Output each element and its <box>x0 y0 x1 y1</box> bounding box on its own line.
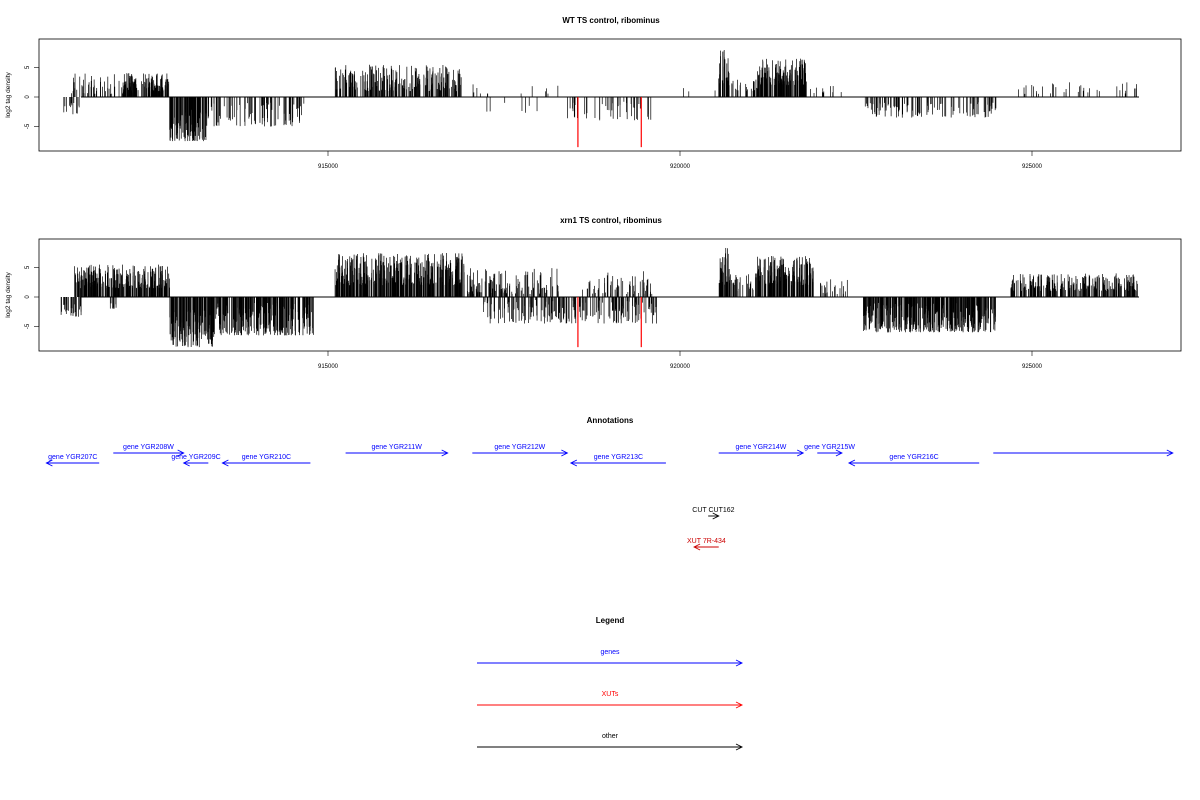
feature-label: gene YGR213C <box>594 454 643 461</box>
feature-gene-ygr210c: gene YGR210C <box>221 454 311 467</box>
feature-gene-ygr213c: gene YGR213C <box>569 454 666 467</box>
y-axis-ticks: -5 0 5 <box>25 265 40 329</box>
feature-cut-cut162: CUT CUT162 <box>692 507 735 520</box>
signal-bars <box>63 50 1139 148</box>
legend: Legend genes XUTs other <box>477 616 744 751</box>
signal-bars <box>60 247 1139 348</box>
y-tick-label: 5 <box>25 65 31 69</box>
x-axis-ticks: 915000 920000 925000 <box>318 351 1043 370</box>
feature-label: gene YGR211W <box>371 444 422 451</box>
x-tick-label: 915000 <box>318 164 339 170</box>
feature-gene-ygr209c: gene YGR209C <box>171 454 221 467</box>
x-tick-label: 920000 <box>670 364 691 370</box>
feature-label: gene YGR216C <box>889 454 938 461</box>
legend-entry-other: other <box>477 733 744 751</box>
feature-label: gene YGR207C <box>48 454 97 461</box>
feature-label: CUT CUT162 <box>692 507 734 514</box>
legend-entry-genes: genes <box>477 649 744 667</box>
x-tick-label: 925000 <box>1022 164 1043 170</box>
feature-gene-ygr212w: gene YGR212W <box>472 444 569 457</box>
x-tick-label: 920000 <box>670 164 691 170</box>
feature-gene-ygr211w: gene YGR211W <box>345 444 449 457</box>
feature-gene-ygr214w: gene YGR214W <box>718 444 805 457</box>
wt-signal-panel: WT TS control, ribominus log2 tag densit… <box>5 16 1182 170</box>
y-axis-label: log2 tag density <box>5 71 12 117</box>
feature-label: gene YGR209C <box>171 454 220 461</box>
legend-entries: genes XUTs other <box>477 649 744 751</box>
feature-label: gene YGR212W <box>494 444 545 451</box>
xrn1-signal-panel: xrn1 TS control, ribominus log2 tag dens… <box>5 216 1182 370</box>
y-tick-label: 5 <box>25 265 31 269</box>
feature-label: gene YGR210C <box>242 454 291 461</box>
feature-label: gene YGR208W <box>123 444 174 451</box>
panel-title: xrn1 TS control, ribominus <box>560 216 662 225</box>
feature-gene-ygr215w: gene YGR215W <box>804 444 855 457</box>
legend-label: XUTs <box>602 691 619 698</box>
legend-label: other <box>602 733 619 740</box>
feature-xut-7r-434: XUT 7R-434 <box>687 538 726 551</box>
legend-entry-xuts: XUTs <box>477 691 744 709</box>
feature-label: XUT 7R-434 <box>687 538 726 545</box>
x-axis-ticks: 915000 920000 925000 <box>318 151 1043 170</box>
plot-frame <box>38 38 1182 152</box>
feature-gene-ygr207c: gene YGR207C <box>45 454 100 467</box>
legend-title: Legend <box>596 616 625 625</box>
y-tick-label: -5 <box>25 123 31 129</box>
feature-list: gene YGR207C gene YGR208W gene YGR209C gene… <box>45 444 1174 551</box>
feature-label: gene YGR215W <box>804 444 855 451</box>
feature-label: gene YGR214W <box>736 444 787 451</box>
y-tick-label: -5 <box>25 323 31 329</box>
y-tick-label: 0 <box>25 95 31 99</box>
x-tick-label: 915000 <box>318 364 339 370</box>
panel-title: WT TS control, ribominus <box>562 16 660 25</box>
feature-gene-ygr208w: gene YGR208W <box>113 444 185 457</box>
feature-gene-ygr216c: gene YGR216C <box>847 454 980 467</box>
legend-label: genes <box>600 649 620 656</box>
annotations-title: Annotations <box>587 416 634 425</box>
y-axis-label: log2 tag density <box>5 271 12 317</box>
feature-unlabeled <box>993 449 1174 457</box>
y-tick-label: 0 <box>25 295 31 299</box>
x-tick-label: 925000 <box>1022 364 1043 370</box>
y-axis-ticks: -5 0 5 <box>25 65 40 129</box>
